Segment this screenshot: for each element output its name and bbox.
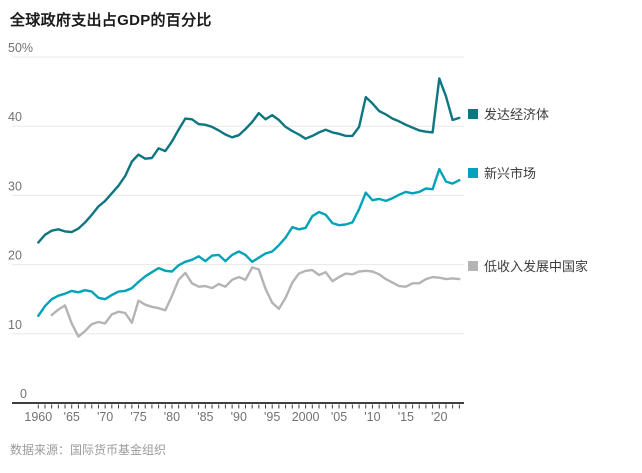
x-axis-label-1990: '90 — [231, 410, 247, 424]
y-axis-label-20: 20 — [8, 249, 22, 263]
x-axis-label-2015: '15 — [398, 410, 414, 424]
legend-label-emerging-markets: 新兴市场 — [484, 166, 537, 181]
x-axis-label-1975: '75 — [130, 410, 146, 424]
x-axis-label-1960: 1960 — [24, 410, 52, 424]
y-axis-label-0: 0 — [20, 387, 27, 401]
legend-item-advanced-economies: 发达经济体 — [468, 104, 549, 123]
legend-label-advanced-economies: 发达经济体 — [484, 107, 550, 122]
y-axis-label-30: 30 — [8, 179, 22, 193]
x-axis-label-2010: '10 — [364, 410, 380, 424]
x-axis-label-1995: '95 — [264, 410, 280, 424]
x-axis-label-1985: '85 — [197, 410, 213, 424]
x-axis-label-2020: '20 — [431, 410, 447, 424]
series-line-低收入发展中国家 — [50, 266, 461, 338]
y-axis-label-40: 40 — [8, 110, 22, 124]
chart-title: 全球政府支出占GDP的百分比 — [10, 12, 212, 29]
legend-swatch-low-income-developing-countries — [468, 260, 478, 271]
legend-item-low-income-developing-countries: 低收入发展中国家 — [468, 256, 588, 275]
legend-label-low-income-developing-countries: 低收入发展中国家 — [484, 259, 589, 274]
legend-swatch-advanced-economies — [468, 108, 478, 119]
series-line-新兴市场 — [37, 167, 461, 317]
x-axis-label-1965: '65 — [64, 410, 80, 424]
source-note: 数据来源：国际货币基金组织 — [10, 443, 167, 457]
y-axis-label-50: 50% — [8, 41, 33, 55]
x-axis-label-1970: '70 — [97, 410, 113, 424]
series-line-发达经济体 — [37, 77, 461, 244]
x-axis-label-2000: 2000 — [292, 410, 320, 424]
legend-swatch-emerging-markets — [468, 167, 478, 178]
y-axis-label-10: 10 — [8, 318, 22, 332]
legend-item-emerging-markets: 新兴市场 — [468, 163, 536, 182]
x-axis-label-2005: '05 — [331, 410, 347, 424]
x-axis-label-1980: '80 — [164, 410, 180, 424]
